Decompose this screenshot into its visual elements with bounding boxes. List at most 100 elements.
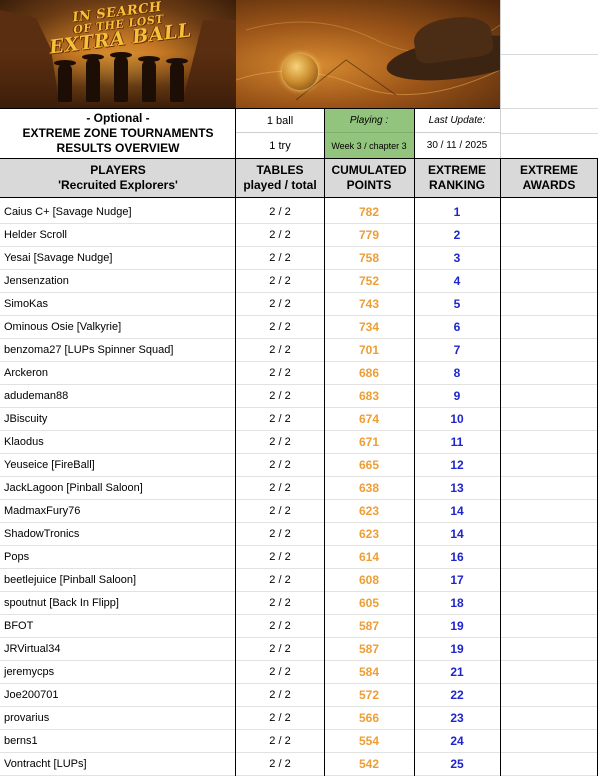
tables-played: 2 / 2 <box>269 528 291 540</box>
tables-played: 2 / 2 <box>269 413 291 425</box>
extreme-ranking: 10 <box>450 412 464 426</box>
cumulated-points: 605 <box>358 596 380 610</box>
cumulated-points: 584 <box>358 665 380 679</box>
tables-played: 2 / 2 <box>269 758 291 770</box>
column-header-ranking: EXTREME RANKING <box>427 163 486 192</box>
table-row: Vontracht [LUPs] 2 / 2 542 25 <box>0 753 598 776</box>
player-name: Arckeron <box>4 367 49 379</box>
cumulated-points: 572 <box>358 688 380 702</box>
table-row: JackLagoon [Pinball Saloon] 2 / 2 638 13 <box>0 477 598 500</box>
tables-played: 2 / 2 <box>269 298 291 310</box>
title-line-1: EXTREME ZONE TOURNAMENTS <box>22 126 214 140</box>
player-name: berns1 <box>4 735 38 747</box>
column-header-row <box>0 158 598 198</box>
tables-played: 2 / 2 <box>269 229 291 241</box>
cumulated-points: 665 <box>358 458 380 472</box>
extreme-ranking: 17 <box>450 573 464 587</box>
cumulated-points: 758 <box>358 251 380 265</box>
column-header-points: CUMULATED POINTS <box>331 163 407 192</box>
tables-played: 2 / 2 <box>269 712 291 724</box>
table-row: berns1 2 / 2 554 24 <box>0 730 598 753</box>
cumulated-points: 638 <box>358 481 380 495</box>
table-row: Helder Scroll 2 / 2 779 2 <box>0 224 598 247</box>
cumulated-points: 554 <box>358 734 380 748</box>
tables-played: 2 / 2 <box>269 321 291 333</box>
cumulated-points: 671 <box>358 435 380 449</box>
extreme-ranking: 14 <box>450 504 464 518</box>
cumulated-points: 608 <box>358 573 380 587</box>
extreme-ranking: 4 <box>453 274 461 288</box>
explorer-silhouette-icon <box>54 60 76 102</box>
player-name: benzoma27 [LUPs Spinner Squad] <box>4 344 174 356</box>
last-update-label: Last Update: <box>414 108 500 133</box>
explorer-silhouette-icon <box>166 58 188 102</box>
tables-played: 2 / 2 <box>269 436 291 448</box>
cumulated-points: 623 <box>358 504 380 518</box>
extreme-ranking: 14 <box>450 527 464 541</box>
player-name: beetlejuice [Pinball Saloon] <box>4 574 137 586</box>
player-name: JackLagoon [Pinball Saloon] <box>4 482 143 494</box>
extreme-ranking: 25 <box>450 757 464 771</box>
player-name: provarius <box>4 712 50 724</box>
player-name: Klaodus <box>4 436 44 448</box>
tournament-banner: IN SEARCH OF THE LOST EXTRA BALL <box>0 0 500 108</box>
compass-icon <box>282 54 318 90</box>
explorer-silhouette-icon <box>82 54 104 102</box>
tables-played: 2 / 2 <box>269 620 291 632</box>
player-name: SimoKas <box>4 298 49 310</box>
cumulated-points: 686 <box>358 366 380 380</box>
player-name: spoutnut [Back In Flipp] <box>4 597 119 609</box>
table-row: jeremycps 2 / 2 584 21 <box>0 661 598 684</box>
player-name: Pops <box>4 551 30 563</box>
extreme-ranking: 21 <box>450 665 464 679</box>
banner-title: IN SEARCH OF THE LOST EXTRA BALL <box>48 0 193 59</box>
title-line-2: RESULTS OVERVIEW <box>56 141 180 155</box>
table-row: SimoKas 2 / 2 743 5 <box>0 293 598 316</box>
tries-info: 1 try <box>269 139 291 152</box>
table-row: benzoma27 [LUPs Spinner Squad] 2 / 2 701 7 <box>0 339 598 362</box>
cumulated-points: 674 <box>358 412 380 426</box>
table-row: Klaodus 2 / 2 671 11 <box>0 431 598 454</box>
extreme-ranking: 1 <box>453 205 461 219</box>
table-row: Joe200701 2 / 2 572 22 <box>0 684 598 707</box>
table-row: JRVirtual34 2 / 2 587 19 <box>0 638 598 661</box>
cumulated-points: 566 <box>358 711 380 725</box>
explorer-silhouette-icon <box>110 52 132 102</box>
tables-played: 2 / 2 <box>269 482 291 494</box>
tournament-title: - Optional - EXTREME ZONE TOURNAMENTS RE… <box>0 108 236 158</box>
table-row: Arckeron 2 / 2 686 8 <box>0 362 598 385</box>
table-row: ShadowTronics 2 / 2 623 14 <box>0 523 598 546</box>
cumulated-points: 614 <box>358 550 380 564</box>
extreme-ranking: 2 <box>453 228 461 242</box>
balls-info: 1 ball <box>236 108 324 133</box>
table-row: Caius C+ [Savage Nudge] 2 / 2 782 1 <box>0 201 598 224</box>
playing-label: Playing : <box>324 108 414 133</box>
table-row: MadmaxFury76 2 / 2 623 14 <box>0 500 598 523</box>
table-row: spoutnut [Back In Flipp] 2 / 2 605 18 <box>0 592 598 615</box>
player-name: Joe200701 <box>4 689 59 701</box>
cumulated-points: 587 <box>358 642 380 656</box>
extreme-ranking: 16 <box>450 550 464 564</box>
extreme-ranking: 22 <box>450 688 464 702</box>
tables-played: 2 / 2 <box>269 275 291 287</box>
extreme-ranking: 19 <box>450 642 464 656</box>
table-row: Ominous Osie [Valkyrie] 2 / 2 734 6 <box>0 316 598 339</box>
tables-played: 2 / 2 <box>269 206 291 218</box>
player-name: adudeman88 <box>4 390 69 402</box>
tables-played: 2 / 2 <box>269 459 291 471</box>
player-name: Caius C+ [Savage Nudge] <box>4 206 132 218</box>
tables-played: 2 / 2 <box>269 574 291 586</box>
tables-played: 2 / 2 <box>269 505 291 517</box>
explorer-silhouette-icon <box>138 56 160 102</box>
player-name: ShadowTronics <box>4 528 80 540</box>
extreme-ranking: 24 <box>450 734 464 748</box>
player-name: Jensenzation <box>4 275 69 287</box>
extreme-ranking: 23 <box>450 711 464 725</box>
banner-art-hat-compass <box>236 0 500 108</box>
table-row: Yeuseice [FireBall] 2 / 2 665 12 <box>0 454 598 477</box>
table-row: adudeman88 2 / 2 683 9 <box>0 385 598 408</box>
optional-label: - Optional - <box>86 111 150 125</box>
extreme-ranking: 7 <box>453 343 461 357</box>
tables-played: 2 / 2 <box>269 367 291 379</box>
extreme-ranking: 13 <box>450 481 464 495</box>
